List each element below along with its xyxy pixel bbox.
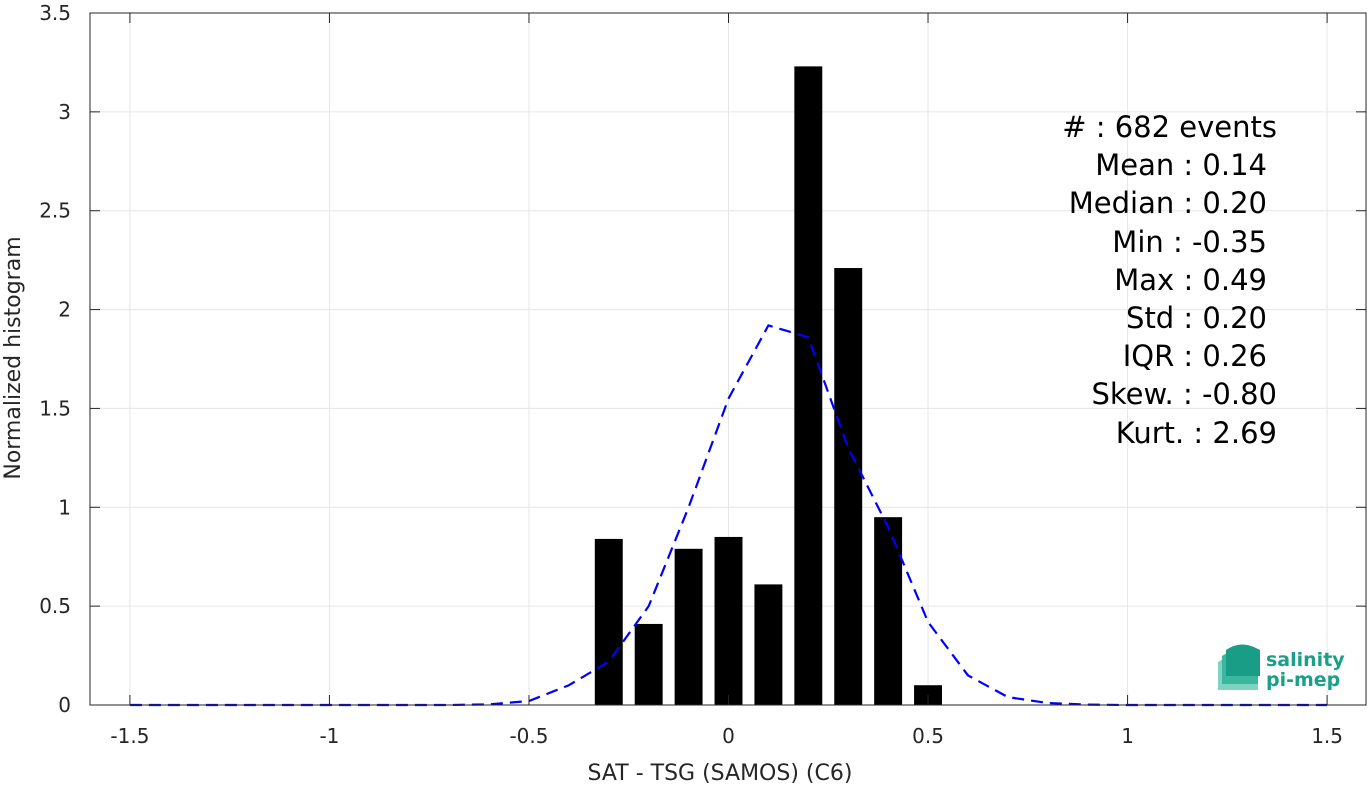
wave-logo-icon [1218,644,1260,690]
y-tick-label: 2 [58,298,71,322]
y-tick-labels: 0 0.5 1 1.5 2 2.5 3 3.5 [39,1,71,717]
x-tick-label: -1 [319,724,339,748]
histogram-bar [714,536,743,705]
histogram-bar [834,268,863,705]
stat-std: Std : 0.20 [1126,301,1267,335]
x-tick-label: 0.5 [912,724,944,748]
x-tick-label: -0.5 [509,724,548,748]
y-tick-label: 1.5 [39,396,71,420]
x-tick-label: 1 [1121,724,1134,748]
grid [90,12,1367,706]
y-tick-label: 2.5 [39,199,71,223]
stats-box: # : 682 events Mean : 0.14 Median : 0.20… [1062,110,1277,450]
x-axis-label: SAT - TSG (SAMOS) (C6) [588,761,853,785]
stat-median: Median : 0.20 [1069,186,1267,220]
y-tick-label: 0.5 [39,594,71,618]
logo-text-salinity: salinity [1266,649,1345,671]
axis-ticks [90,12,1366,706]
histogram-bar [874,517,903,705]
histogram-bar [634,623,663,705]
x-tick-label: -1.5 [110,724,149,748]
y-tick-label: 3.5 [39,1,71,25]
histogram-bar [594,538,623,705]
logo-text-pimep: pi-mep [1266,669,1340,691]
stat-mean: Mean : 0.14 [1095,148,1267,182]
y-tick-label: 0 [58,693,71,717]
y-tick-label: 3 [58,100,71,124]
y-axis-label: Normalized histogram [1,236,26,479]
x-tick-labels: -1.5 -1 -0.5 0 0.5 1 1.5 [110,724,1343,748]
histogram-bars [594,66,942,705]
x-tick-label: 1.5 [1311,724,1343,748]
stat-iqr: IQR : 0.26 [1123,339,1267,373]
histogram-bar [754,584,783,705]
stat-count: # : 682 events [1062,110,1277,144]
x-tick-label: 0 [722,724,735,748]
stat-skew: Skew. : -0.80 [1091,377,1277,411]
stat-min: Min : -0.35 [1112,225,1267,259]
stat-kurt: Kurt. : 2.69 [1116,416,1277,450]
y-tick-label: 1 [58,495,71,519]
histogram-bar [794,66,823,705]
stat-max: Max : 0.49 [1114,263,1267,297]
salinity-pimep-logo: salinity pi-mep [1218,644,1345,691]
histogram-bar [674,548,703,705]
